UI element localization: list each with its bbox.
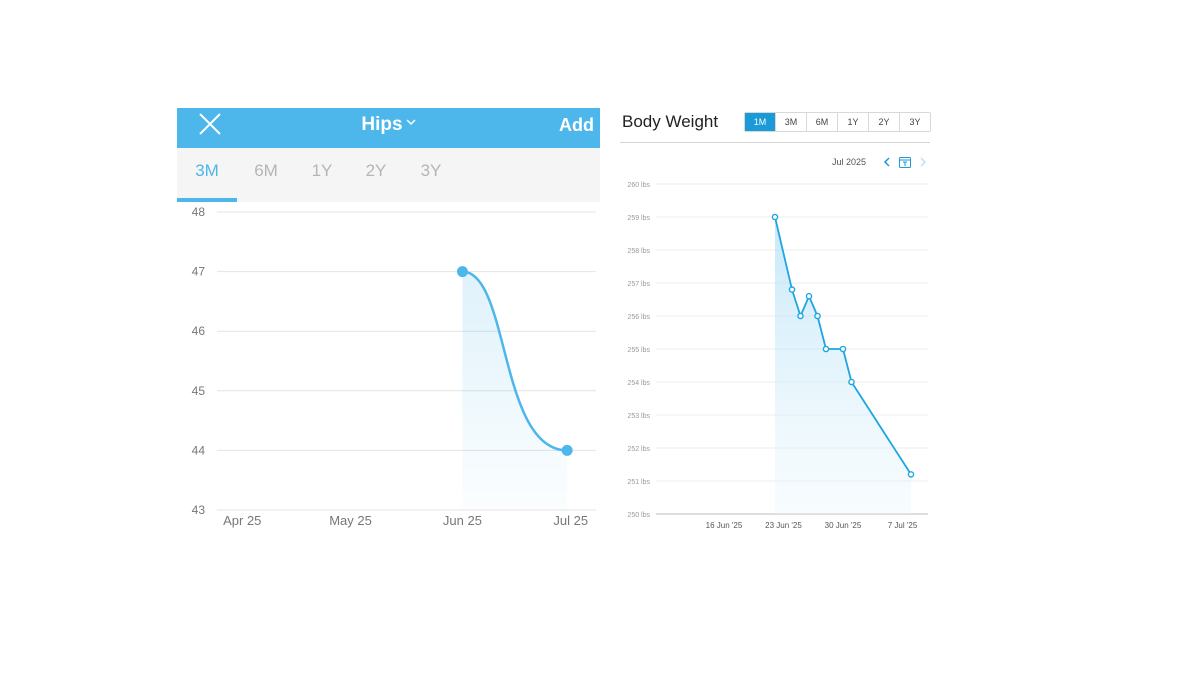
y-tick-label: 44 [192, 443, 206, 457]
bw-month-label: Jul 2025 [831, 157, 866, 167]
bw-data-point [814, 312, 821, 320]
tab-1y[interactable]: 1Y [311, 161, 333, 180]
bw-data-point [771, 213, 779, 221]
y-tick-label: 253 lbs [627, 413, 650, 420]
calendar-icon[interactable] [898, 155, 912, 169]
hips-title: Hips [361, 114, 403, 135]
chevron-down-icon [406, 119, 416, 126]
x-tick-label: Jul 25 [553, 513, 588, 528]
y-tick-label: 252 lbs [627, 446, 650, 453]
bw-data-point [788, 286, 796, 293]
tab-2y[interactable]: 2Y [365, 161, 387, 180]
x-tick-label: Apr 25 [223, 513, 261, 528]
bw-data-point [797, 312, 804, 320]
bw-tab-2y[interactable]: 2Y [868, 113, 899, 131]
bw-data-point [907, 471, 915, 478]
x-tick-label: 23 Jun '25 [765, 521, 802, 530]
y-tick-label: 46 [192, 324, 206, 338]
y-tick-label: 250 lbs [627, 512, 650, 519]
bw-data-point [805, 292, 813, 300]
y-tick-label: 259 lbs [627, 215, 650, 222]
tab-6m[interactable]: 6M [254, 161, 278, 180]
bw-tab-6m[interactable]: 6M [806, 113, 837, 131]
x-tick-label: Jun 25 [443, 513, 482, 528]
body-weight-panel: Body Weight 1M 3M 6M 1Y 2Y 3Y Jul 2025 2… [620, 108, 931, 538]
bw-tab-1m[interactable]: 1M [745, 113, 775, 131]
y-tick-label: 256 lbs [627, 314, 650, 321]
y-tick-label: 48 [192, 205, 206, 219]
add-button[interactable]: Add [559, 115, 594, 135]
tab-3y[interactable]: 3Y [420, 161, 442, 180]
body-weight-chart: 260 lbs 259 lbs 258 lbs 257 lbs 256 lbs 255 l… [627, 182, 928, 530]
hips-line [462, 270, 568, 452]
hips-panel: Hips Add 3M 6M 1Y 2Y 3Y 48 47 46 45 44 43 Apr … [177, 108, 600, 528]
y-tick-label: 258 lbs [627, 248, 650, 255]
bw-tab-3m[interactable]: 3M [775, 113, 806, 131]
x-tick-label: 16 Jun '25 [706, 521, 743, 530]
bw-tab-3y[interactable]: 3Y [899, 113, 930, 131]
hips-chart: 48 47 46 45 44 43 Apr 25 May 25 Jun 25 Jul 25 [192, 205, 596, 528]
measurement-dropdown[interactable]: Hips [361, 114, 416, 135]
tab-3m[interactable]: 3M [195, 161, 219, 180]
bw-data-point [839, 345, 847, 353]
chevron-left-icon[interactable] [880, 155, 894, 169]
y-tick-label: 255 lbs [627, 347, 650, 354]
y-tick-label: 257 lbs [627, 281, 650, 288]
bw-data-point [822, 345, 830, 353]
hips-data-point [561, 444, 573, 456]
close-icon[interactable] [197, 111, 223, 137]
bw-divider [620, 142, 930, 143]
y-tick-label: 47 [192, 265, 206, 279]
x-tick-label: 7 Jul '25 [888, 521, 918, 530]
body-weight-title: Body Weight [622, 112, 719, 131]
hips-title-container: Hips [177, 108, 600, 148]
x-tick-label: 30 Jun '25 [825, 521, 862, 530]
y-tick-label: 43 [192, 503, 206, 517]
range-tabs: 3M 6M 1Y 2Y 3Y [177, 148, 600, 202]
hips-header-bar: Hips Add [177, 108, 600, 148]
x-tick-label: May 25 [329, 513, 372, 528]
bw-range-tabs: 1M 3M 6M 1Y 2Y 3Y [744, 112, 931, 132]
hips-data-point [456, 266, 468, 278]
bw-area [775, 217, 911, 514]
y-tick-label: 254 lbs [627, 380, 650, 387]
bw-data-point [848, 378, 855, 386]
bw-date-nav: Jul 2025 [832, 154, 930, 170]
active-tab-indicator [177, 198, 237, 202]
chevron-right-icon[interactable] [916, 155, 930, 169]
y-tick-label: 45 [192, 384, 206, 398]
y-tick-label: 260 lbs [627, 182, 650, 189]
bw-tab-1y[interactable]: 1Y [837, 113, 868, 131]
y-tick-label: 251 lbs [627, 479, 650, 486]
